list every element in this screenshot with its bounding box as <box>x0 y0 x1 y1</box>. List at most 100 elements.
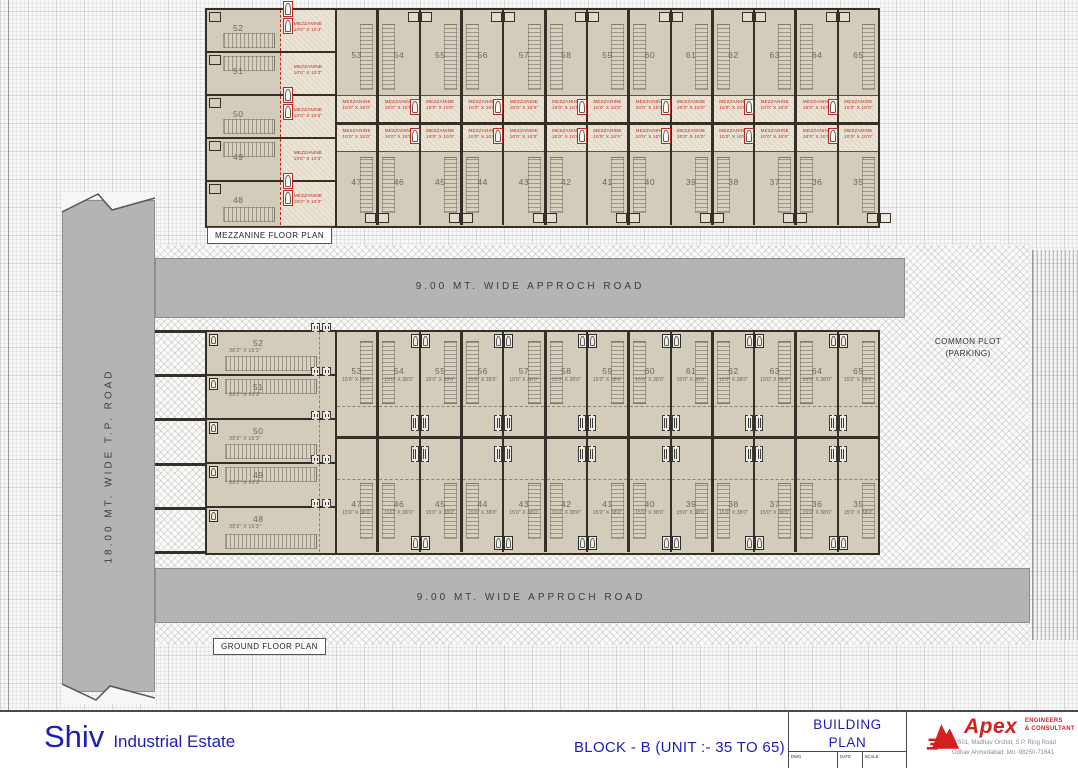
mezzanine-zone-label: MEZZANINE 10'0" X 10'0" <box>509 99 539 110</box>
mezzanine-top-row: 53 MEZZANINE 10'0" X 10'0" 5 <box>337 10 879 122</box>
unit-number: 47 <box>351 177 362 187</box>
stairs-icon <box>611 483 625 539</box>
mezzanine-zone: MEZZANINE 10'0" X 10'0" <box>838 95 879 122</box>
wall-stub <box>155 551 205 554</box>
stairs-icon <box>694 24 708 90</box>
block-title: BLOCK - B (UNIT :- 35 TO 65) <box>574 739 785 756</box>
door-icon <box>828 415 847 431</box>
stairs-icon <box>225 444 317 459</box>
column-marker-icon <box>658 12 683 22</box>
unit-number: 41 <box>602 177 613 187</box>
mezzanine-zone: MEZZANINE 10'0" X 10'0" <box>755 95 795 122</box>
ground-floor-plan: 52 36'2" X 15'3" 51 39'2" X 15'3" <box>205 323 880 555</box>
column-marker-icon <box>699 213 724 223</box>
mezzanine-zone-label: MEZZANINE 10'0" X 10'0" <box>384 99 414 110</box>
mezzanine-left-unit-row: 52 MEZZANINE 10'0" X 10'3" <box>207 1 335 53</box>
partition-dashed-line <box>504 406 544 407</box>
door-icon <box>311 411 331 420</box>
mezzanine-zone: MEZZANINE 10'0" X 10'0" <box>713 95 766 122</box>
stairs-icon <box>443 483 457 539</box>
unit-number: 50 <box>253 426 264 436</box>
column-marker-icon <box>209 184 221 194</box>
partition-dashed-line <box>379 479 419 480</box>
boundary-stripe-band <box>1032 250 1078 640</box>
ground-unit-cell: 37 15'0" X 38'0" <box>755 439 798 552</box>
mezzanine-unit-cell: 56 MEZZANINE 10'0" X 10'0" <box>462 10 516 122</box>
mezzanine-zone-label: MEZZANINE 10'0" X 10'3" <box>293 107 323 118</box>
mezzanine-unit-cell: MEZZANINE 10'0" X 10'0" 36 <box>797 125 849 225</box>
partition-dashed-line <box>671 479 711 480</box>
unit-dimension: 15'0" X 38'0" <box>341 377 372 383</box>
mezzanine-zone: MEZZANINE 10'0" X 10'0" <box>755 125 795 152</box>
door-icon <box>828 446 847 462</box>
unit-number: 38 <box>728 177 739 187</box>
unit-dimension: 15'0" X 38'0" <box>425 377 455 383</box>
toilet-icon <box>283 1 293 34</box>
ground-unit-cell: 44 15'0" X 38'0" <box>462 439 514 552</box>
stairs-icon <box>549 157 563 213</box>
toilet-icon <box>661 334 681 348</box>
drawing-title-box: BUILDING PLAN DWG DATE SCALE <box>788 712 907 768</box>
stairs-icon <box>360 341 374 404</box>
partition-dashed-line <box>337 406 377 407</box>
unit-number: 56 <box>477 366 488 376</box>
stairs-icon <box>862 483 876 539</box>
toilet-icon <box>410 536 430 550</box>
mezzanine-unit-cell: MEZZANINE 10'0" X 10'0" 40 <box>630 125 682 225</box>
mezzanine-zone-label: MEZZANINE 10'0" X 10'0" <box>342 128 371 139</box>
unit-dimension: 15'0" X 38'0" <box>843 377 874 383</box>
unit-dimension: 39'2" X 15'3" <box>229 524 261 530</box>
unit-number: 45 <box>435 177 446 187</box>
stairs-icon <box>225 379 317 394</box>
mezzanine-zone: MEZZANINE 10'0" X 10'0" <box>838 125 879 152</box>
ground-left-unit-row: 50 39'2" X 15'3" <box>207 411 335 464</box>
ground-left-unit-row: 48 39'2" X 15'3" <box>207 499 335 552</box>
partition-dashed-line <box>319 332 320 374</box>
consultant-name-row: Apex ENGINEERS & CONSULTANT <box>964 715 1076 739</box>
toilet-icon <box>828 334 848 348</box>
stairs-icon <box>716 24 730 90</box>
unit-number: 58 <box>560 50 572 60</box>
unit-number: 63 <box>769 366 781 376</box>
partition-dashed-line <box>462 479 503 480</box>
ground-unit-cell: 65 15'0" X 38'0" <box>838 332 879 436</box>
unit-number: 46 <box>393 177 405 187</box>
ground-unit-cell: 36 15'0" X 38'0" <box>797 439 848 552</box>
unit-number: 39 <box>685 177 697 187</box>
mezzanine-unit-cell: 58 MEZZANINE 10'0" X 10'0" <box>546 10 599 122</box>
unit-number: 64 <box>811 366 823 376</box>
approach-road-top: 9.00 MT. WIDE APPROCH ROAD <box>155 258 905 318</box>
approach-road-bottom: 9.00 MT. WIDE APPROCH ROAD <box>155 568 1030 623</box>
ground-left-unit-row: 49 39'2" X 15'3" <box>207 455 335 508</box>
road-break-icon <box>62 683 155 704</box>
column-marker-icon <box>209 55 221 65</box>
toilet-icon <box>410 334 430 348</box>
mezzanine-zone-label: MEZZANINE 10'0" X 10'0" <box>635 99 665 110</box>
partition-dashed-line <box>630 406 670 407</box>
title-block: Shiv Industrial Estate BLOCK - B (UNIT :… <box>0 710 1078 768</box>
consultant-address: C/501, Madhav Orchid, S.P. Ring Road Odh… <box>952 739 1076 758</box>
column-marker-icon <box>448 213 473 223</box>
unit-dimension: 15'0" X 38'0" <box>718 377 749 383</box>
wall-stub <box>155 507 205 510</box>
mezzanine-zone-label: MEZZANINE 10'0" X 10'0" <box>760 128 790 139</box>
stairs-icon <box>360 24 374 90</box>
mezzanine-unit-cell: MEZZANINE 10'0" X 10'0" 37 <box>755 125 808 225</box>
mezzanine-zone: MEZZANINE 10'0" X 10'0" <box>587 95 628 122</box>
mezzanine-zone-label: MEZZANINE 10'0" X 10'0" <box>468 99 497 110</box>
unit-number: 36 <box>811 177 823 187</box>
unit-dimension: 15'0" X 38'0" <box>551 510 581 516</box>
mezzanine-zone: MEZZANINE 10'0" X 10'0" <box>462 125 515 152</box>
unit-dimension: 15'0" X 38'0" <box>676 510 706 516</box>
unit-dimension: 15'0" X 38'0" <box>467 377 498 383</box>
mezzanine-left-unit-row: 51 MEZZANINE 10'0" X 10'3" <box>207 53 335 96</box>
unit-dimension: 15'0" X 38'0" <box>341 510 372 516</box>
unit-dimension: 15'0" X 38'0" <box>676 377 706 383</box>
unit-number: 61 <box>685 366 697 376</box>
ground-unit-cell: 46 15'0" X 38'0" <box>379 439 430 552</box>
consultant-block: Apex ENGINEERS & CONSULTANT C/501, Madha… <box>918 715 1076 758</box>
stairs-icon <box>549 24 563 90</box>
unit-number: 48 <box>233 195 244 205</box>
unit-number: 49 <box>233 152 244 162</box>
toilet-icon <box>577 536 597 550</box>
